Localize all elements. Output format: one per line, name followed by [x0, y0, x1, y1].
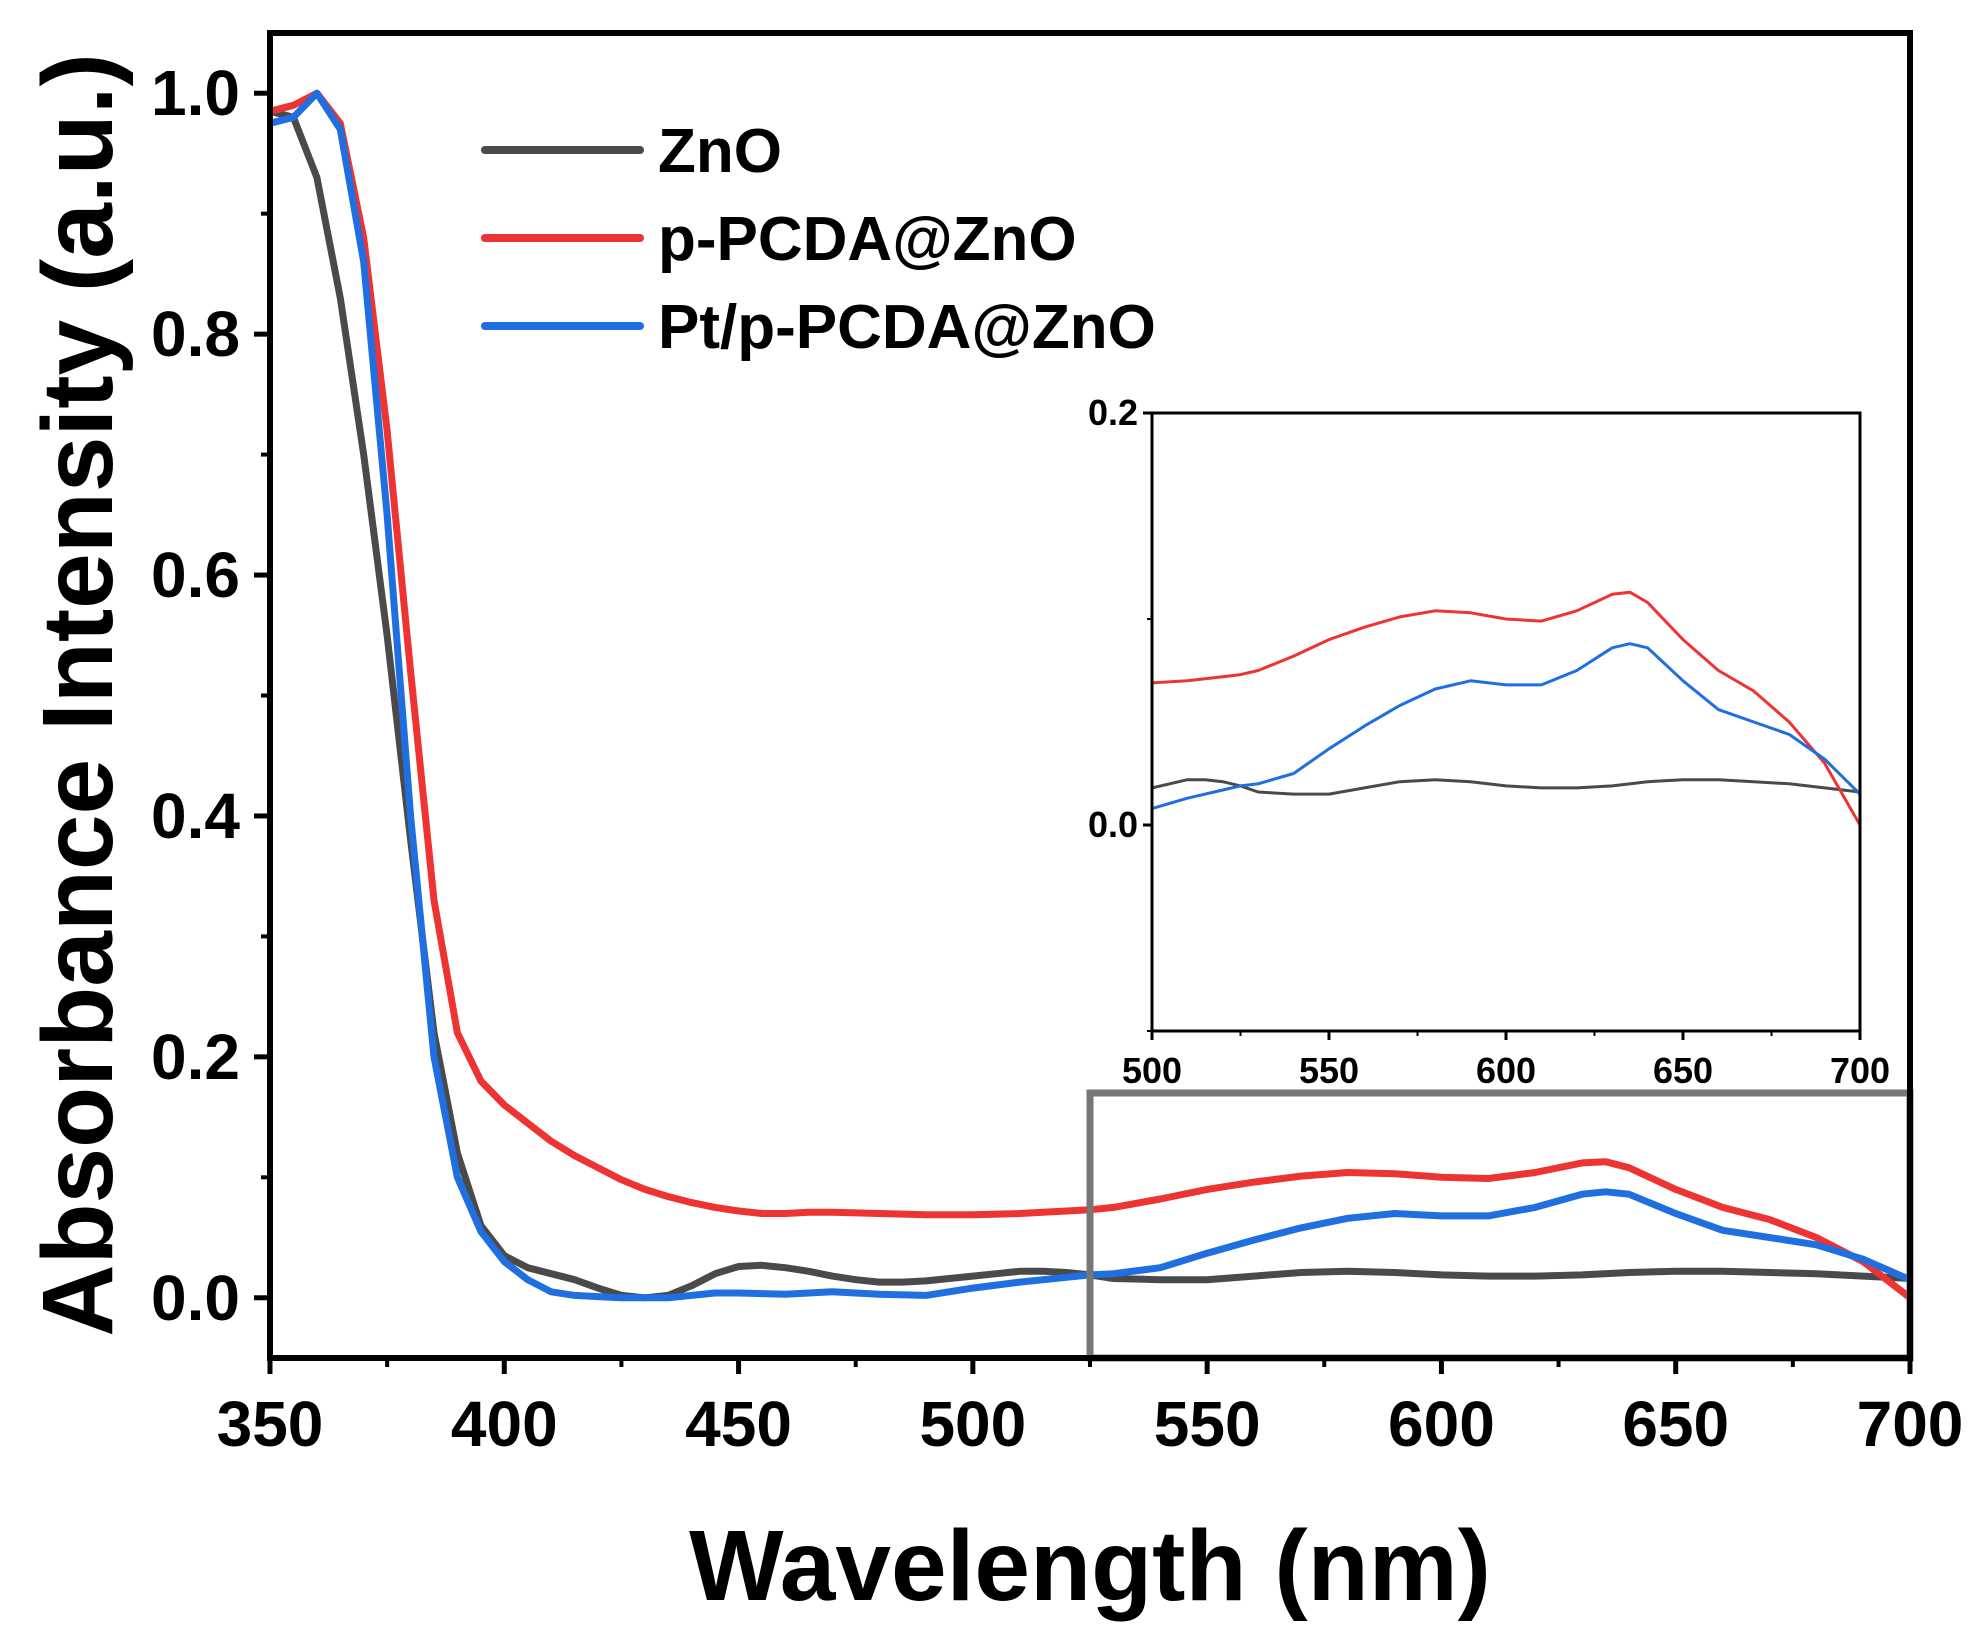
main-plot: 350 400 450 500 550 600 650 700 0.0 0.2 0.4 0.6 0.8…: [151, 30, 1964, 1460]
x-tick-label: 650: [1622, 1388, 1729, 1460]
x-tick-label: 600: [1388, 1388, 1495, 1460]
inset-plot-background: [1152, 413, 1860, 1031]
x-tick-label: 700: [1857, 1388, 1964, 1460]
inset-y-tick-labels: 0.0 0.2: [1088, 392, 1138, 845]
inset-series-line-p-pcda-zno: [1152, 590, 1860, 826]
main-tick-marks: [254, 90, 1913, 1374]
inset-x-tick-label: 500: [1122, 1050, 1182, 1091]
x-axis-title: Wavelength (nm): [689, 1510, 1491, 1622]
x-tick-label: 500: [919, 1388, 1026, 1460]
inset-series-group: [1152, 590, 1860, 826]
x-tick-label: 350: [217, 1388, 324, 1460]
y-tick-label: 0.0: [151, 1262, 240, 1334]
inset-x-tick-label: 700: [1830, 1050, 1890, 1091]
x-tick-label: 400: [451, 1388, 558, 1460]
x-tick-label: 450: [685, 1388, 792, 1460]
inset-series-line-pt-p-pcda-zno: [1152, 642, 1860, 810]
y-axis-title: Absorbance Intensity (a.u.): [22, 53, 134, 1337]
inset-series-line-zno: [1152, 778, 1860, 796]
y-tick-label: 1.0: [151, 57, 240, 129]
main-y-tick-labels: 0.0 0.2 0.4 0.6 0.8 1.0: [151, 57, 240, 1334]
inset-x-tick-labels: 500 550 600 650 700: [1122, 1050, 1890, 1091]
legend-label: p-PCDA@ZnO: [658, 205, 1077, 274]
y-tick-label: 0.6: [151, 539, 240, 611]
x-tick-label: 550: [1154, 1388, 1261, 1460]
y-tick-label: 0.2: [151, 1021, 240, 1093]
main-x-tick-labels: 350 400 450 500 550 600 650 700: [217, 1388, 1964, 1460]
legend-label: ZnO: [658, 117, 782, 186]
legend-label: Pt/p-PCDA@ZnO: [658, 293, 1156, 362]
legend: ZnO p-PCDA@ZnO Pt/p-PCDA@ZnO: [481, 117, 1156, 362]
series-line-p-pcda-zno: [270, 89, 1910, 1302]
inset-y-tick-label: 0.2: [1088, 392, 1138, 433]
inset-x-tick-label: 550: [1299, 1050, 1359, 1091]
y-tick-label: 0.8: [151, 298, 240, 370]
y-tick-label: 0.4: [151, 780, 240, 852]
inset-x-tick-label: 650: [1653, 1050, 1713, 1091]
inset-plot: 500 550 600 650 700 0.0 0.2: [1088, 392, 1890, 1091]
inset-tick-marks: [1143, 411, 1862, 1040]
series-line-pt-p-pcda-zno: [270, 89, 1910, 1302]
series-line-zno: [270, 107, 1910, 1302]
inset-x-tick-label: 600: [1476, 1050, 1536, 1091]
main-series-group: [270, 89, 1910, 1302]
inset-y-tick-label: 0.0: [1088, 804, 1138, 845]
